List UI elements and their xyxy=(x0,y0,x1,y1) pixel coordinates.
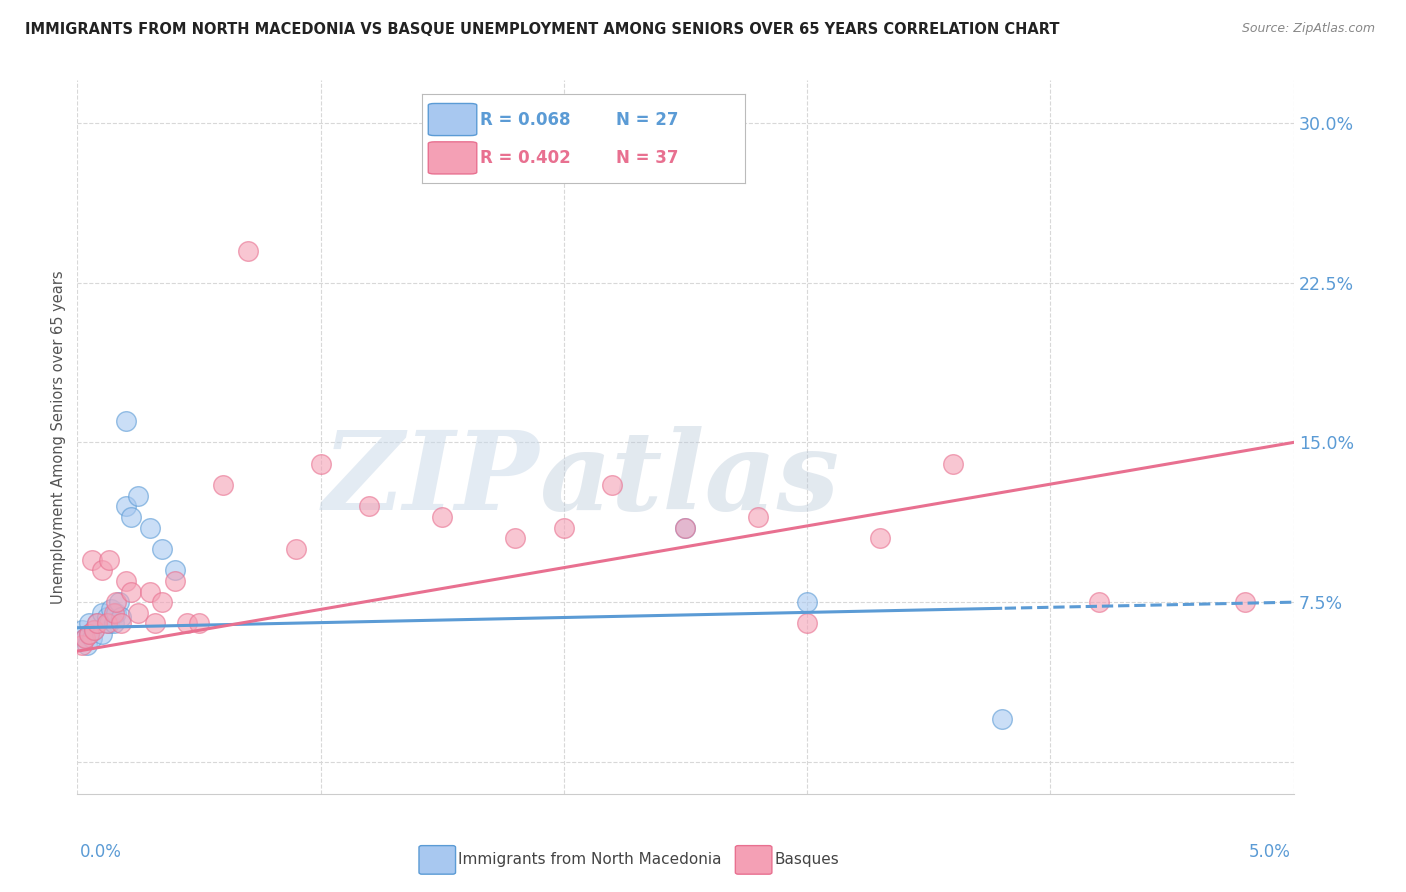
Point xyxy=(79,616,101,631)
Point xyxy=(990,712,1012,726)
Point xyxy=(120,510,142,524)
Text: N = 27: N = 27 xyxy=(616,111,678,128)
Point xyxy=(80,632,103,646)
Point xyxy=(152,541,174,556)
Point xyxy=(163,563,186,577)
Point xyxy=(90,606,112,620)
Text: atlas: atlas xyxy=(540,426,839,533)
Point xyxy=(96,616,118,631)
Point xyxy=(103,606,125,620)
Point xyxy=(107,595,129,609)
Text: 0.0%: 0.0% xyxy=(80,843,122,861)
Point xyxy=(236,244,259,258)
Point xyxy=(747,510,769,524)
Point xyxy=(70,623,93,637)
Text: R = 0.402: R = 0.402 xyxy=(479,149,571,167)
Point xyxy=(942,457,965,471)
Point xyxy=(553,520,575,534)
Text: Source: ZipAtlas.com: Source: ZipAtlas.com xyxy=(1241,22,1375,36)
Point xyxy=(127,489,149,503)
Point xyxy=(97,616,120,631)
Text: IMMIGRANTS FROM NORTH MACEDONIA VS BASQUE UNEMPLOYMENT AMONG SENIORS OVER 65 YEA: IMMIGRANTS FROM NORTH MACEDONIA VS BASQU… xyxy=(25,22,1060,37)
Point xyxy=(90,563,112,577)
Point xyxy=(675,520,697,534)
Point xyxy=(79,627,101,641)
Text: ZIP: ZIP xyxy=(323,426,540,533)
Point xyxy=(796,616,818,631)
Point xyxy=(97,552,120,566)
Point xyxy=(76,638,98,652)
Point xyxy=(127,606,149,620)
Point xyxy=(90,627,112,641)
Point xyxy=(73,632,96,646)
Text: R = 0.068: R = 0.068 xyxy=(479,111,571,128)
Point xyxy=(796,595,818,609)
Point xyxy=(96,610,118,624)
Point xyxy=(86,616,108,631)
Point xyxy=(110,616,132,631)
Text: Immigrants from North Macedonia: Immigrants from North Macedonia xyxy=(458,853,721,867)
Point xyxy=(432,510,454,524)
Point xyxy=(163,574,186,588)
Text: N = 37: N = 37 xyxy=(616,149,678,167)
FancyBboxPatch shape xyxy=(429,142,477,174)
Point xyxy=(602,478,624,492)
Text: 5.0%: 5.0% xyxy=(1249,843,1291,861)
FancyBboxPatch shape xyxy=(429,103,477,136)
Point xyxy=(212,478,235,492)
Point xyxy=(70,638,93,652)
Y-axis label: Unemployment Among Seniors over 65 years: Unemployment Among Seniors over 65 years xyxy=(51,270,66,604)
Point xyxy=(103,616,125,631)
Point xyxy=(139,584,162,599)
Point xyxy=(83,623,105,637)
Point xyxy=(80,552,103,566)
Text: Basques: Basques xyxy=(775,853,839,867)
Point xyxy=(869,531,891,545)
Point xyxy=(152,595,174,609)
Point xyxy=(115,500,138,514)
Point xyxy=(139,520,162,534)
Point xyxy=(83,623,105,637)
Point xyxy=(359,500,381,514)
Point xyxy=(309,457,332,471)
Point xyxy=(285,541,308,556)
Point xyxy=(105,595,128,609)
Point xyxy=(115,574,138,588)
Point xyxy=(188,616,211,631)
Point xyxy=(1233,595,1256,609)
Point xyxy=(1088,595,1111,609)
Point xyxy=(675,520,697,534)
Point xyxy=(176,616,198,631)
Point xyxy=(100,601,122,615)
Point xyxy=(79,627,101,641)
Point xyxy=(86,616,108,631)
Point xyxy=(73,632,96,646)
Point xyxy=(105,606,128,620)
Point xyxy=(110,610,132,624)
Point xyxy=(503,531,526,545)
Point xyxy=(143,616,166,631)
Point xyxy=(115,414,138,428)
Point xyxy=(120,584,142,599)
